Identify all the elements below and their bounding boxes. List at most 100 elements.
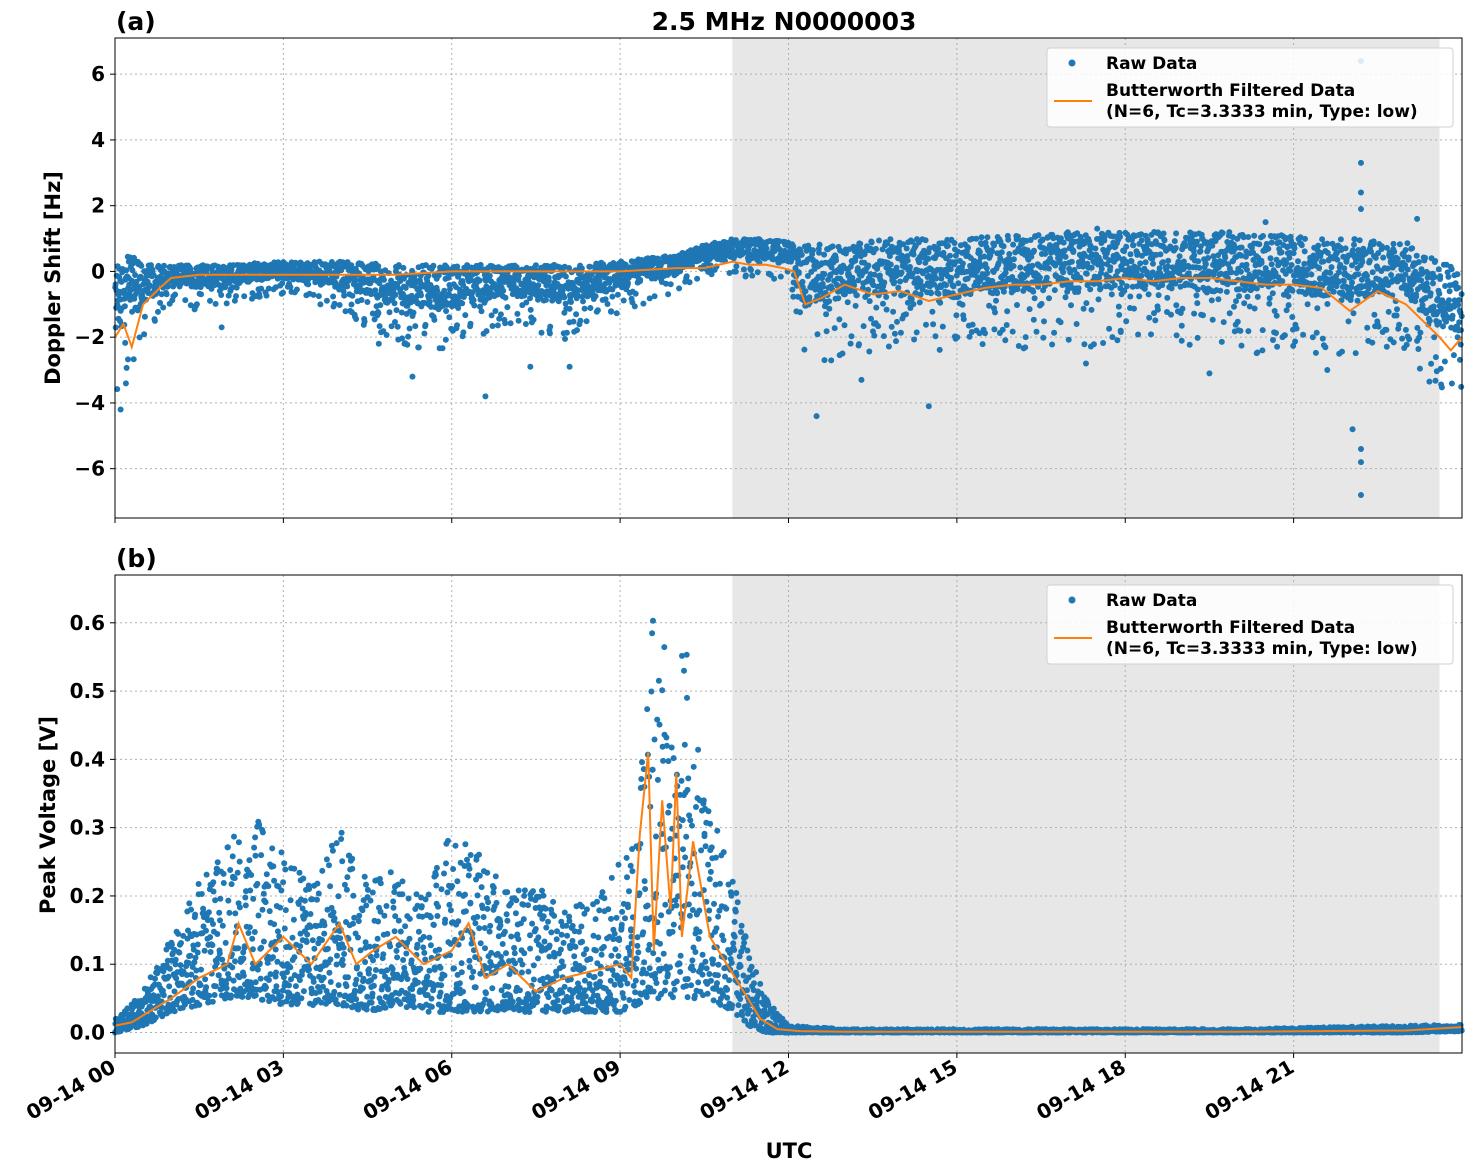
panel-a-raw-point xyxy=(732,268,739,275)
panel-a-raw-outlier xyxy=(1324,367,1331,374)
panel-a-raw-point xyxy=(880,333,887,340)
panel-a-raw-point xyxy=(1231,303,1237,310)
panel-b-raw-point xyxy=(240,972,247,979)
panel-a-raw-point xyxy=(1369,339,1376,346)
panel-b-raw-point xyxy=(335,982,342,989)
panel-a-raw-point xyxy=(969,321,976,328)
panel-a-raw-point xyxy=(1351,241,1357,248)
panel-a-raw-point xyxy=(163,291,170,298)
panel-a-raw-point xyxy=(225,292,232,299)
panel-a-raw-point xyxy=(978,234,985,241)
panel-a-raw-point xyxy=(733,263,740,270)
panel-a-raw-point xyxy=(1226,229,1233,236)
panel-a-raw-point xyxy=(640,300,647,307)
panel-a-raw-point xyxy=(348,301,355,308)
panel-b-raw-point xyxy=(300,875,307,882)
panel-a-raw-point xyxy=(903,311,909,318)
panel-b-raw-point xyxy=(197,982,204,988)
panel-a-raw-point xyxy=(117,318,124,325)
panel-a-raw-point xyxy=(392,291,399,298)
panel-a-raw-point xyxy=(1119,280,1125,286)
panel-a-raw-point xyxy=(353,316,360,322)
panel-b-raw-point xyxy=(251,844,258,851)
panel-a-raw-point xyxy=(1241,300,1248,307)
panel-a-raw-point xyxy=(923,321,929,328)
panel-a-raw-point xyxy=(913,329,920,336)
panel-a-raw-point xyxy=(1273,312,1280,319)
panel-b-raw-point xyxy=(260,938,267,945)
panel-b-raw-point xyxy=(286,982,292,989)
panel-a-raw-point xyxy=(218,292,225,298)
panel-a-raw-point xyxy=(1404,266,1411,273)
panel-a-raw-point xyxy=(1388,272,1395,278)
panel-b-raw-point xyxy=(219,956,226,963)
panel-a-raw-point xyxy=(1160,259,1166,266)
panel-b-raw-point xyxy=(327,956,334,963)
panel-a-raw-point xyxy=(665,291,672,298)
panel-a-raw-point xyxy=(1342,245,1349,252)
panel-a-raw-point xyxy=(1413,252,1420,259)
panel-a-raw-point xyxy=(532,262,539,269)
panel-b-raw-point xyxy=(252,834,259,841)
panel-a-raw-point xyxy=(777,273,784,280)
panel-b-raw-point xyxy=(260,890,267,897)
panel-a-raw-point xyxy=(369,310,376,317)
panel-a-raw-point xyxy=(810,247,816,254)
panel-a-raw-point xyxy=(1437,365,1444,372)
panel-b-raw-point xyxy=(175,930,182,937)
panel-a-raw-point xyxy=(538,329,545,336)
panel-a-raw-point xyxy=(141,313,148,320)
panel-a-raw-point xyxy=(829,243,836,250)
panel-a-raw-point xyxy=(1073,321,1080,327)
panel-a-raw-point xyxy=(1196,264,1203,271)
panel-a-raw-point xyxy=(1437,273,1444,280)
panel-b-raw-point xyxy=(274,928,281,935)
panel-b-raw-point xyxy=(298,995,305,1002)
panel-b-raw-point xyxy=(277,904,284,911)
panel-a-raw-point xyxy=(624,279,631,286)
panel-a-raw-point xyxy=(130,356,137,363)
panel-a-raw-point xyxy=(1416,365,1423,372)
panel-a-raw-point xyxy=(1036,274,1043,281)
panel-a-raw-point xyxy=(1049,341,1056,348)
panel-a-raw-point xyxy=(1416,334,1423,341)
panel-a-raw-point xyxy=(888,323,895,330)
panel-a-raw-point xyxy=(1010,241,1017,248)
panel-a-raw-point xyxy=(953,312,960,319)
panel-a-raw-point xyxy=(1380,254,1387,261)
panel-b-raw-point xyxy=(196,1001,203,1008)
panel-a-raw-point xyxy=(426,298,433,305)
panel-a-raw-point xyxy=(502,294,509,301)
panel-b-raw-point xyxy=(228,992,234,999)
panel-b-raw-point xyxy=(265,883,272,890)
panel-a-raw-point xyxy=(1193,238,1200,245)
panel-a-raw-point xyxy=(1083,300,1090,307)
panel-a-raw-point xyxy=(1424,285,1431,292)
panel-a-y-axis-label: Doppler Shift [Hz] xyxy=(41,171,65,385)
panel-a-raw-point xyxy=(828,357,835,364)
panel-b-raw-point xyxy=(259,996,266,1003)
panel-a-raw-point xyxy=(151,317,158,324)
panel-a-raw-point xyxy=(1316,265,1323,272)
panel-a-raw-point xyxy=(376,323,383,330)
panel-a-raw-point xyxy=(1022,334,1029,341)
panel-b-raw-point xyxy=(310,978,317,985)
panel-b-raw-point xyxy=(194,941,201,948)
panel-b-raw-point xyxy=(255,912,262,919)
panel-a-raw-point xyxy=(833,257,839,264)
panel-b-raw-point xyxy=(329,847,336,854)
panel-a-raw-point xyxy=(1117,329,1124,335)
panel-a-raw-point xyxy=(1233,298,1239,305)
panel-a-raw-point xyxy=(1428,360,1435,367)
panel-a-raw-point xyxy=(317,301,324,308)
panel-b-raw-point xyxy=(195,881,202,887)
panel-b-raw-point xyxy=(198,966,204,973)
panel-a-raw-point xyxy=(982,330,988,337)
panel-b-raw-point xyxy=(227,867,234,873)
panel-b-raw-point xyxy=(203,927,209,934)
panel-a-raw-point xyxy=(1109,334,1116,341)
panel-a-raw-point xyxy=(1219,230,1226,236)
panel-a-raw-point xyxy=(193,301,200,308)
